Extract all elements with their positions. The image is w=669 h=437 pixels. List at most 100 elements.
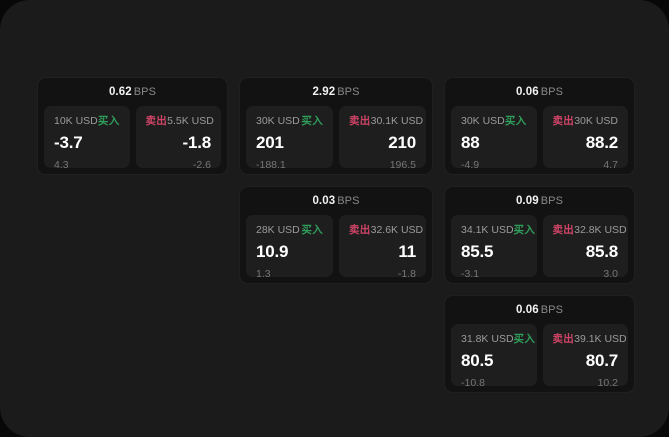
buy-tag: 买入 <box>504 115 527 127</box>
card-bps-header: 0.06 BPS <box>451 302 628 324</box>
side-top-row: 卖出 32.8K USD <box>552 224 627 236</box>
card-bps-header: 2.92 BPS <box>246 84 426 106</box>
card-bps-header: 0.09 BPS <box>451 193 628 215</box>
buy-delta: -188.1 <box>256 159 286 171</box>
sell-tag: 卖出 <box>349 115 371 127</box>
card-sides: 30K USD 买入 201 -188.1 卖出 30.1K USD 210 196.5 <box>246 106 426 171</box>
side-top-row: 30K USD 买入 <box>461 115 527 127</box>
sell-price: 85.8 <box>585 242 618 261</box>
sell-tag: 卖出 <box>552 224 575 236</box>
card-sides: 30K USD 买入 88 -4.9 卖出 30K USD 88.2 4.7 <box>451 106 628 171</box>
bps-value: 0.62 <box>108 86 132 98</box>
buy-delta: -10.8 <box>461 377 485 389</box>
sell-delta: 3.0 <box>603 268 618 280</box>
buy-price: -3.7 <box>54 133 83 152</box>
buy-tag: 买入 <box>301 115 323 127</box>
column-3: 0.06 BPS 30K USD 买入 88 -4.9 卖出 30K USD 88.2 4.7 0.… <box>444 77 635 393</box>
side-top-row: 卖出 30K USD <box>553 115 619 127</box>
sell-amount-label: 30K USD <box>574 115 618 127</box>
buy-side-panel[interactable]: 28K USD 买入 10.9 1.3 <box>246 215 333 280</box>
side-top-row: 10K USD 买入 <box>54 115 120 127</box>
bps-value: 0.06 <box>515 86 539 98</box>
spread-card[interactable]: 0.06 BPS 31.8K USD 买入 80.5 -10.8 卖出 39.1K USD 80… <box>444 295 635 393</box>
side-top-row: 卖出 5.5K USD <box>145 115 214 127</box>
side-top-row: 卖出 30.1K USD <box>349 115 423 127</box>
sell-delta: 196.5 <box>389 159 416 171</box>
side-top-row: 34.1K USD 买入 <box>461 224 535 236</box>
sell-tag: 卖出 <box>552 115 575 127</box>
buy-delta: 1.3 <box>256 268 271 280</box>
buy-tag: 买入 <box>513 224 536 236</box>
buy-price: 88 <box>461 133 480 152</box>
sell-side-panel[interactable]: 卖出 30.1K USD 210 196.5 <box>339 106 426 171</box>
card-bps-header: 0.03 BPS <box>246 193 426 215</box>
card-sides: 28K USD 买入 10.9 1.3 卖出 32.6K USD 11 -1.8 <box>246 215 426 280</box>
card-sides: 10K USD 买入 -3.7 4.3 卖出 5.5K USD -1.8 -2.6 <box>44 106 221 171</box>
buy-price: 10.9 <box>256 242 289 261</box>
sell-side-panel[interactable]: 卖出 32.6K USD 11 -1.8 <box>339 215 426 280</box>
sell-amount-label: 39.1K USD <box>574 333 627 345</box>
sell-delta: -2.6 <box>192 159 211 171</box>
buy-side-panel[interactable]: 30K USD 买入 88 -4.9 <box>451 106 537 171</box>
card-sides: 31.8K USD 买入 80.5 -10.8 卖出 39.1K USD 80.7 10.2 <box>451 324 628 389</box>
buy-tag: 买入 <box>97 115 120 127</box>
sell-price: 80.7 <box>585 351 618 370</box>
sell-price: 11 <box>398 242 416 261</box>
bps-unit-label: BPS <box>337 86 360 98</box>
sell-amount-label: 30.1K USD <box>370 115 424 127</box>
sell-delta: 4.7 <box>603 159 618 171</box>
spread-card[interactable]: 0.03 BPS 28K USD 买入 10.9 1.3 卖出 32.6K USD 11 -1.8 <box>239 186 433 284</box>
column-2: 2.92 BPS 30K USD 买入 201 -188.1 卖出 30.1K USD 210 1… <box>239 77 433 284</box>
buy-price: 201 <box>256 133 284 152</box>
sell-price: -1.8 <box>182 133 212 152</box>
sell-price: 88.2 <box>585 133 618 152</box>
buy-side-panel[interactable]: 34.1K USD 买入 85.5 -3.1 <box>451 215 537 280</box>
sell-side-panel[interactable]: 卖出 5.5K USD -1.8 -2.6 <box>135 106 221 171</box>
buy-side-panel[interactable]: 10K USD 买入 -3.7 4.3 <box>44 106 130 171</box>
buy-price: 85.5 <box>461 242 494 261</box>
bps-unit-label: BPS <box>540 304 564 316</box>
buy-amount-label: 34.1K USD <box>461 224 514 236</box>
buy-tag: 买入 <box>513 333 536 345</box>
side-top-row: 卖出 32.6K USD <box>349 224 423 236</box>
spread-card[interactable]: 2.92 BPS 30K USD 买入 201 -188.1 卖出 30.1K USD 210 1… <box>239 77 433 175</box>
side-top-row: 卖出 39.1K USD <box>552 333 627 345</box>
sell-tag: 卖出 <box>552 333 575 345</box>
buy-amount-label: 31.8K USD <box>461 333 514 345</box>
sell-tag: 卖出 <box>349 224 371 236</box>
buy-side-panel[interactable]: 30K USD 买入 201 -188.1 <box>246 106 333 171</box>
spread-card[interactable]: 0.09 BPS 34.1K USD 买入 85.5 -3.1 卖出 32.8K USD 85.… <box>444 186 635 284</box>
sell-side-panel[interactable]: 卖出 30K USD 88.2 4.7 <box>542 106 628 171</box>
buy-delta: -3.1 <box>461 268 480 280</box>
buy-amount-label: 10K USD <box>54 115 98 127</box>
card-bps-header: 0.06 BPS <box>451 84 628 106</box>
buy-delta: -4.9 <box>461 159 480 171</box>
card-sides: 34.1K USD 买入 85.5 -3.1 卖出 32.8K USD 85.8 3.0 <box>451 215 628 280</box>
sell-delta: -1.8 <box>397 268 416 280</box>
sell-side-panel[interactable]: 卖出 32.8K USD 85.8 3.0 <box>542 215 628 280</box>
sell-side-panel[interactable]: 卖出 39.1K USD 80.7 10.2 <box>542 324 628 389</box>
bps-unit-label: BPS <box>133 86 157 98</box>
spread-card[interactable]: 0.06 BPS 30K USD 买入 88 -4.9 卖出 30K USD 88.2 4.7 <box>444 77 635 175</box>
buy-amount-label: 28K USD <box>256 224 300 236</box>
bps-value: 2.92 <box>312 86 336 98</box>
bps-value: 0.06 <box>515 304 539 316</box>
sell-amount-label: 32.6K USD <box>370 224 424 236</box>
spread-card[interactable]: 0.62 BPS 10K USD 买入 -3.7 4.3 卖出 5.5K USD -1.8 -2.… <box>37 77 228 175</box>
sell-tag: 卖出 <box>145 115 168 127</box>
buy-price: 80.5 <box>461 351 494 370</box>
buy-amount-label: 30K USD <box>256 115 300 127</box>
bps-unit-label: BPS <box>337 195 360 207</box>
buy-side-panel[interactable]: 31.8K USD 买入 80.5 -10.8 <box>451 324 537 389</box>
side-top-row: 30K USD 买入 <box>256 115 323 127</box>
bps-unit-label: BPS <box>540 86 564 98</box>
column-1: 0.62 BPS 10K USD 买入 -3.7 4.3 卖出 5.5K USD -1.8 -2.… <box>37 77 228 175</box>
bps-unit-label: BPS <box>540 195 564 207</box>
sell-delta: 10.2 <box>597 377 618 389</box>
bps-value: 0.03 <box>312 195 336 207</box>
card-bps-header: 0.62 BPS <box>44 84 221 106</box>
spread-card-grid: 0.62 BPS 10K USD 买入 -3.7 4.3 卖出 5.5K USD -1.8 -2.… <box>37 77 637 393</box>
buy-tag: 买入 <box>301 224 323 236</box>
sell-price: 210 <box>388 133 416 152</box>
